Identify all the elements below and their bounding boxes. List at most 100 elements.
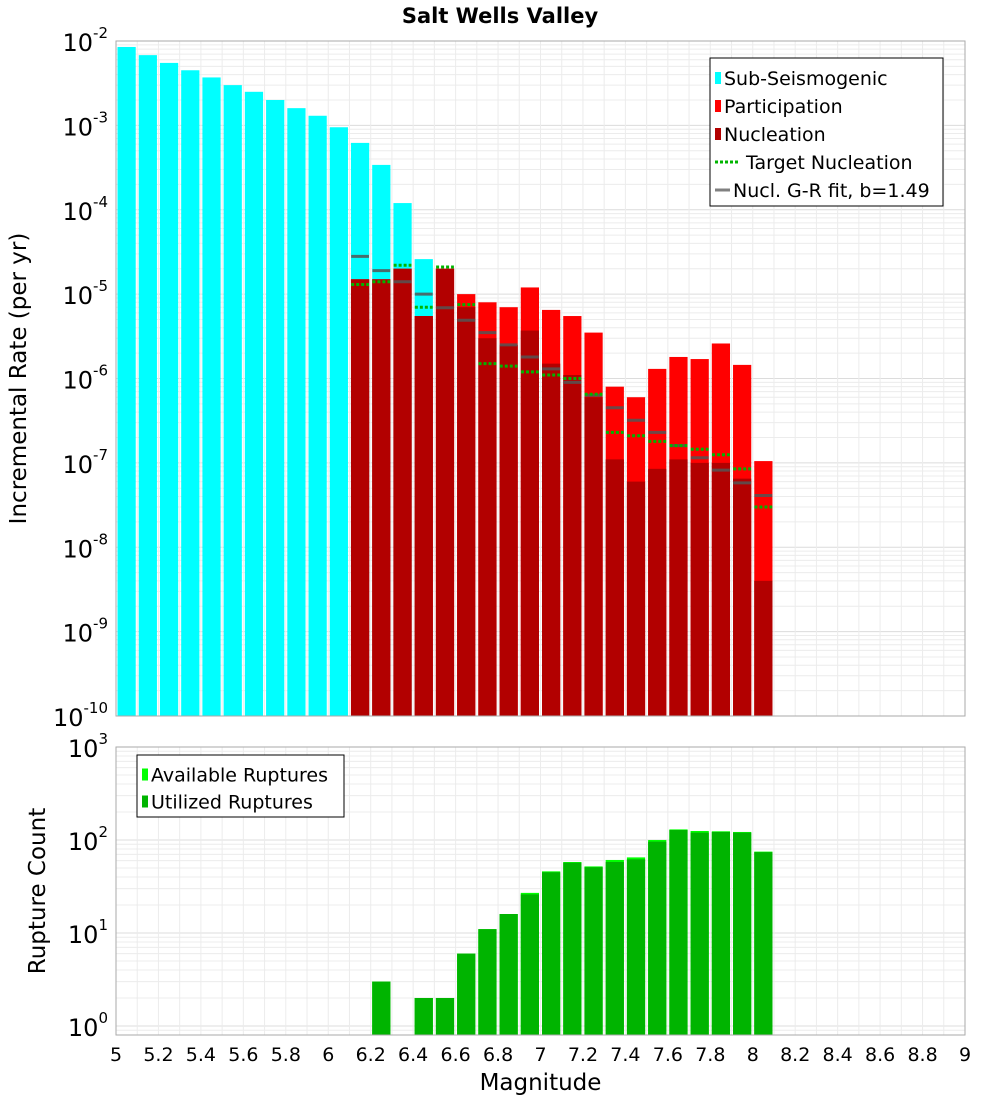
x-tick-label: 6.4 — [398, 1044, 428, 1066]
utilized-ruptures-bar — [499, 914, 518, 1035]
legend-label-target-nucleation: Target Nucleation — [745, 152, 913, 174]
x-tick-label: 7.2 — [568, 1044, 598, 1066]
nucleation-bar — [563, 375, 582, 716]
nucleation-bar — [520, 330, 539, 716]
legend-label-utilized-ruptures: Utilized Ruptures — [151, 792, 313, 814]
nucleation-bar — [733, 478, 752, 716]
x-tick-label: 6.6 — [440, 1044, 470, 1066]
y-tick-exponent: -4 — [93, 193, 108, 211]
utilized-ruptures-bar — [542, 872, 561, 1035]
y-tick-exponent: 3 — [98, 730, 108, 748]
y-tick-base: 10 — [68, 828, 99, 856]
sub-seismogenic-bar — [181, 70, 200, 716]
x-tick-label: 6.8 — [483, 1044, 513, 1066]
utilized-ruptures-bar — [626, 859, 646, 1035]
legend-label-nucleation: Nucleation — [724, 124, 826, 146]
utilized-ruptures-bar — [414, 997, 433, 1035]
nucleation-bar — [478, 338, 497, 716]
nucleation-bar — [711, 462, 731, 716]
y-tick-exponent: -9 — [93, 615, 108, 633]
x-tick-label: 8 — [747, 1044, 759, 1066]
legend-label-sub-seismogenic: Sub-Seismogenic — [724, 68, 888, 90]
y-tick-exponent: -8 — [93, 530, 108, 548]
sub-seismogenic-bar — [287, 108, 306, 717]
y-tick-base: 10 — [62, 367, 93, 395]
nucleation-bar — [690, 462, 709, 716]
nucleation-bar — [754, 580, 773, 716]
y-tick-base: 10 — [68, 735, 99, 763]
x-tick-label: 7.8 — [695, 1044, 725, 1066]
utilized-ruptures-bar — [669, 830, 688, 1035]
y-tick-label: 10-3 — [62, 108, 108, 141]
bottom-legend: Available Ruptures Utilized Ruptures — [136, 754, 345, 818]
y-tick-base: 10 — [53, 704, 84, 732]
nucleation-bar — [457, 307, 476, 716]
top-plot-frame — [115, 40, 966, 717]
x-tick-label: 6 — [322, 1044, 334, 1066]
y-tick-exponent: -2 — [93, 24, 108, 42]
chart-title: Salt Wells Valley — [402, 4, 599, 28]
participation-swatch — [715, 100, 721, 112]
nucleation-bar — [626, 481, 646, 716]
y-tick-exponent: -3 — [93, 108, 108, 126]
utilized-ruptures-bar — [435, 997, 455, 1035]
sub-seismogenic-bar — [244, 91, 264, 716]
nucleation-bar — [605, 459, 624, 716]
sub-seismogenic-bar — [159, 62, 179, 716]
x-tick-label: 5.6 — [228, 1044, 258, 1066]
y-tick-exponent: -10 — [84, 699, 109, 717]
y-tick-label: 100 — [68, 1009, 108, 1042]
y-tick-label: 10-8 — [62, 530, 108, 563]
y-tick-base: 10 — [62, 620, 93, 648]
y-tick-label: 10-9 — [62, 615, 108, 648]
y-tick-label: 101 — [68, 916, 108, 949]
y-tick-exponent: 2 — [98, 823, 108, 841]
y-tick-base: 10 — [62, 198, 93, 226]
y-tick-label: 10-4 — [62, 193, 108, 226]
y-tick-base: 10 — [62, 29, 93, 57]
nucleation-bar — [350, 279, 370, 716]
x-tick-label: 5 — [110, 1044, 122, 1066]
top-y-axis-label: Incremental Rate (per yr) — [6, 233, 32, 525]
y-tick-base: 10 — [62, 535, 93, 563]
bottom-plot-bars — [372, 829, 773, 1035]
y-tick-label: 10-2 — [62, 24, 108, 57]
y-tick-exponent: -7 — [93, 446, 108, 464]
top-plot-fit-lines — [351, 254, 773, 509]
sub-seismogenic-swatch — [715, 72, 721, 84]
utilized-ruptures-swatch — [142, 795, 148, 808]
x-tick-label: 8.2 — [780, 1044, 810, 1066]
nucleation-bar — [372, 279, 391, 716]
legend-box — [136, 754, 345, 818]
y-tick-exponent: 0 — [98, 1009, 108, 1027]
sub-seismogenic-bar — [138, 55, 157, 716]
top-legend: Sub-Seismogenic Participation Nucleation Ta… — [709, 57, 944, 207]
x-tick-labels: 5 5.2 5.4 5.6 5.8 6 6.2 6.4 6.6 6.8 7 7.2 7.4 7.6 7.8 8… — [110, 1044, 971, 1066]
utilized-ruptures-bar — [372, 981, 391, 1035]
utilized-ruptures-bar — [478, 929, 497, 1035]
sub-seismogenic-bar — [266, 99, 285, 717]
legend-label-available-ruptures: Available Ruptures — [151, 765, 328, 787]
utilized-ruptures-bar — [711, 831, 731, 1035]
nucleation-bar — [393, 268, 412, 716]
y-tick-label: 102 — [68, 823, 108, 856]
x-tick-label: 8.6 — [865, 1044, 895, 1066]
nucleation-bar — [542, 363, 561, 716]
sub-seismogenic-bar — [308, 115, 327, 716]
utilized-ruptures-bar — [605, 861, 624, 1035]
utilized-ruptures-bar — [563, 862, 582, 1035]
x-tick-label: 5.8 — [271, 1044, 301, 1066]
y-tick-label: 10-10 — [53, 699, 108, 732]
bottom-y-axis-label: Rupture Count — [25, 808, 51, 974]
sub-seismogenic-bar — [117, 46, 136, 717]
nucleation-bar — [648, 468, 667, 716]
utilized-ruptures-bar — [584, 867, 603, 1035]
legend-label-nucl-g-r-fit-b-1-49: Nucl. G-R fit, b=1.49 — [733, 180, 930, 202]
y-tick-base: 10 — [68, 921, 99, 949]
y-tick-base: 10 — [62, 113, 93, 141]
x-tick-label: 9 — [959, 1044, 971, 1066]
y-tick-base: 10 — [62, 451, 93, 479]
